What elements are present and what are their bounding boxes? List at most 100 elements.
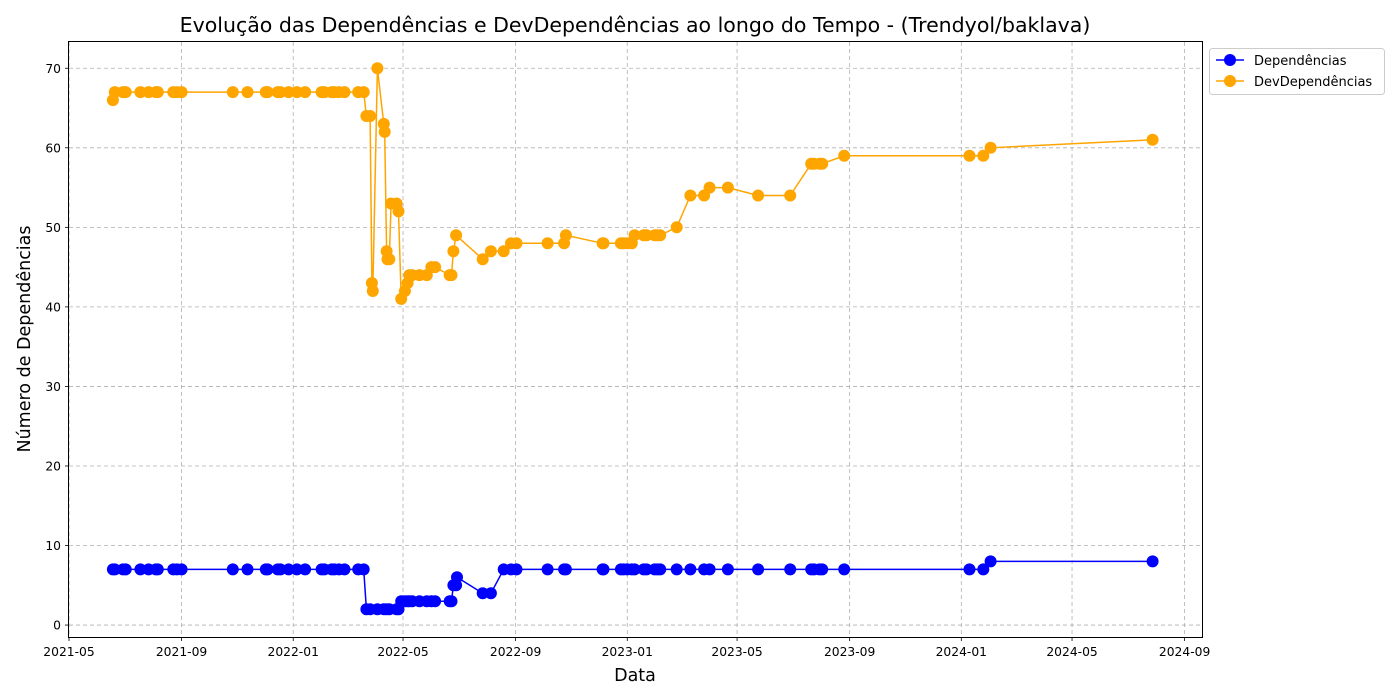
data-point-devdependencias <box>684 189 697 202</box>
data-point-dependencias <box>559 563 572 576</box>
x-axis-label: Data <box>614 666 656 686</box>
x-tick-label: 2021-09 <box>156 645 207 659</box>
data-point-devdependencias <box>703 181 716 194</box>
data-point-devdependencias <box>484 245 497 258</box>
data-point-dependencias <box>451 571 463 584</box>
data-point-dependencias <box>338 563 351 576</box>
data-point-devdependencias <box>378 125 391 138</box>
data-point-dependencias <box>484 587 497 600</box>
legend-label-dependencias: Dependências <box>1254 54 1347 69</box>
data-point-devdependencias <box>366 285 379 297</box>
x-tick-label: 2022-05 <box>377 645 428 659</box>
data-point-devdependencias <box>261 86 274 99</box>
data-point-dependencias <box>261 563 274 576</box>
chart-title: Evolução das Dependências e DevDependênc… <box>180 13 1091 37</box>
data-point-dependencias <box>984 555 997 568</box>
x-tick-label: 2024-09 <box>1159 645 1210 659</box>
data-point-devdependencias <box>838 149 851 162</box>
data-point-devdependencias <box>371 62 384 75</box>
legend: Dependências DevDependências <box>1209 48 1385 95</box>
data-point-dependencias <box>510 563 523 576</box>
data-point-dependencias <box>429 595 442 608</box>
data-point-dependencias <box>784 563 797 576</box>
data-point-devdependencias <box>984 141 997 154</box>
data-point-dependencias <box>274 563 287 576</box>
series-markers <box>106 62 1159 616</box>
data-point-devdependencias <box>654 229 667 242</box>
data-point-dependencias <box>684 563 697 576</box>
data-point-devdependencias <box>383 253 396 266</box>
data-point-devdependencias <box>476 253 489 266</box>
data-point-dependencias <box>977 563 990 576</box>
data-point-devdependencias <box>721 181 734 194</box>
data-point-dependencias <box>597 563 610 576</box>
data-point-dependencias <box>282 563 295 576</box>
data-point-dependencias <box>541 563 554 576</box>
data-point-dependencias <box>134 563 147 576</box>
data-point-devdependencias <box>226 86 239 99</box>
data-point-devdependencias <box>1146 133 1159 146</box>
y-tick-label: 30 <box>45 380 61 394</box>
data-point-devdependencias <box>510 237 523 250</box>
data-point-dependencias <box>226 563 239 576</box>
y-tick-label: 0 <box>53 619 61 633</box>
x-tick-label: 2023-09 <box>824 645 875 659</box>
data-point-devdependencias <box>119 86 132 99</box>
legend-marker-devdependencias <box>1224 75 1236 87</box>
y-tick-label: 10 <box>45 539 61 553</box>
data-point-devdependencias <box>282 86 295 99</box>
data-point-devdependencias <box>541 237 554 250</box>
series-lines <box>112 68 1153 610</box>
x-tick-label: 2024-01 <box>936 645 987 659</box>
data-point-dependencias <box>175 563 188 576</box>
data-point-dependencias <box>119 563 132 576</box>
data-point-devdependencias <box>977 149 990 162</box>
data-point-devdependencias <box>241 86 254 99</box>
data-point-devdependencias <box>628 229 641 242</box>
y-axis: 0 10 20 30 40 50 60 70 <box>45 62 69 633</box>
data-point-devdependencias <box>450 229 463 242</box>
y-tick-label: 20 <box>45 459 61 473</box>
grid <box>68 42 1202 637</box>
data-point-devdependencias <box>670 221 683 234</box>
data-point-dependencias <box>628 563 641 576</box>
data-point-devdependencias <box>640 229 653 242</box>
data-point-devdependencias <box>445 269 458 282</box>
data-point-dependencias <box>108 563 121 576</box>
x-axis: 2021-05 2021-09 2022-01 2022-05 2022-09 2023-… <box>43 637 1210 659</box>
y-tick-label: 50 <box>45 221 61 235</box>
data-point-devdependencias <box>784 189 797 202</box>
legend-label-devdependencias: DevDependências <box>1254 75 1372 90</box>
y-tick-label: 60 <box>45 141 61 155</box>
data-point-devdependencias <box>108 86 121 99</box>
legend-marker-dependencias <box>1224 54 1236 66</box>
data-point-dependencias <box>752 563 765 576</box>
data-point-devdependencias <box>151 86 164 99</box>
data-point-dependencias <box>241 563 254 576</box>
data-point-devdependencias <box>175 86 188 99</box>
data-point-devdependencias <box>364 110 377 122</box>
x-tick-label: 2022-01 <box>268 645 319 659</box>
data-point-dependencias <box>838 563 851 576</box>
data-point-dependencias <box>476 587 489 600</box>
y-tick-label: 40 <box>45 300 61 314</box>
data-point-dependencias <box>445 595 458 608</box>
legend-frame <box>1209 48 1385 95</box>
data-point-devdependencias <box>497 245 510 258</box>
series-line-devdependencias <box>112 68 1153 300</box>
data-point-dependencias <box>816 563 829 576</box>
data-point-dependencias <box>670 563 683 576</box>
data-point-dependencias <box>721 563 734 576</box>
data-point-devdependencias <box>597 237 610 250</box>
data-point-dependencias <box>640 563 653 576</box>
data-point-dependencias <box>357 563 370 576</box>
plot-frame <box>68 41 1203 638</box>
data-point-devdependencias <box>559 229 572 242</box>
data-point-dependencias <box>1146 555 1159 568</box>
data-point-devdependencias <box>963 149 976 162</box>
data-point-dependencias <box>963 563 976 576</box>
data-point-dependencias <box>703 563 716 576</box>
y-tick-label: 70 <box>45 62 61 76</box>
data-point-dependencias <box>299 563 312 576</box>
data-point-dependencias <box>151 563 164 576</box>
